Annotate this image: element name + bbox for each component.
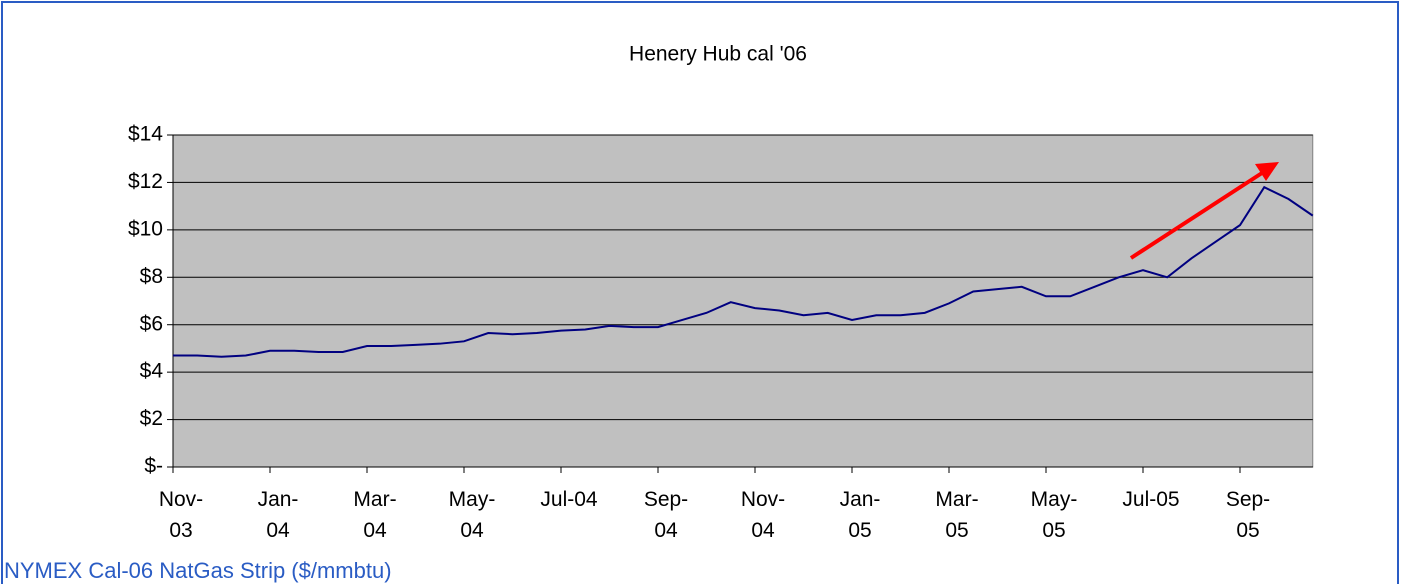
x-tick-label: Jan-05: [839, 488, 881, 542]
x-tick-label: Jul-04: [540, 488, 598, 511]
plot-area: [172, 134, 1314, 468]
price-line: [173, 185, 1314, 358]
x-tick-label: Sep-04: [643, 488, 689, 542]
x-tick-label: Mar-04: [353, 488, 397, 542]
y-tick-label: $-: [144, 455, 163, 478]
y-tick-label: $4: [140, 360, 164, 383]
x-tick-label: May-05: [1030, 488, 1078, 542]
x-tick-label: May-04: [448, 488, 496, 542]
x-tick-label: Jan-04: [257, 488, 299, 542]
x-tick-label: Nov-03: [158, 488, 204, 542]
chart-title: Henery Hub cal '06: [629, 43, 807, 66]
footnote: NYMEX Cal-06 NatGas Strip ($/mmbtu): [4, 558, 392, 583]
y-tick-label: $6: [140, 312, 163, 335]
y-tick-label: $2: [140, 407, 163, 430]
x-tick-label: Sep-05: [1225, 488, 1271, 542]
y-tick-label: $12: [128, 170, 163, 193]
trend-arrow: [1129, 171, 1264, 260]
y-tick-label: $14: [128, 123, 163, 146]
trend-arrow-head: [1255, 162, 1279, 181]
x-tick-label: Jul-05: [1122, 488, 1180, 511]
x-tick-label: Nov-04: [740, 488, 786, 542]
y-tick-label: $8: [140, 265, 163, 288]
y-tick-label: $10: [128, 217, 163, 240]
x-tick-label: Mar-05: [935, 488, 979, 542]
